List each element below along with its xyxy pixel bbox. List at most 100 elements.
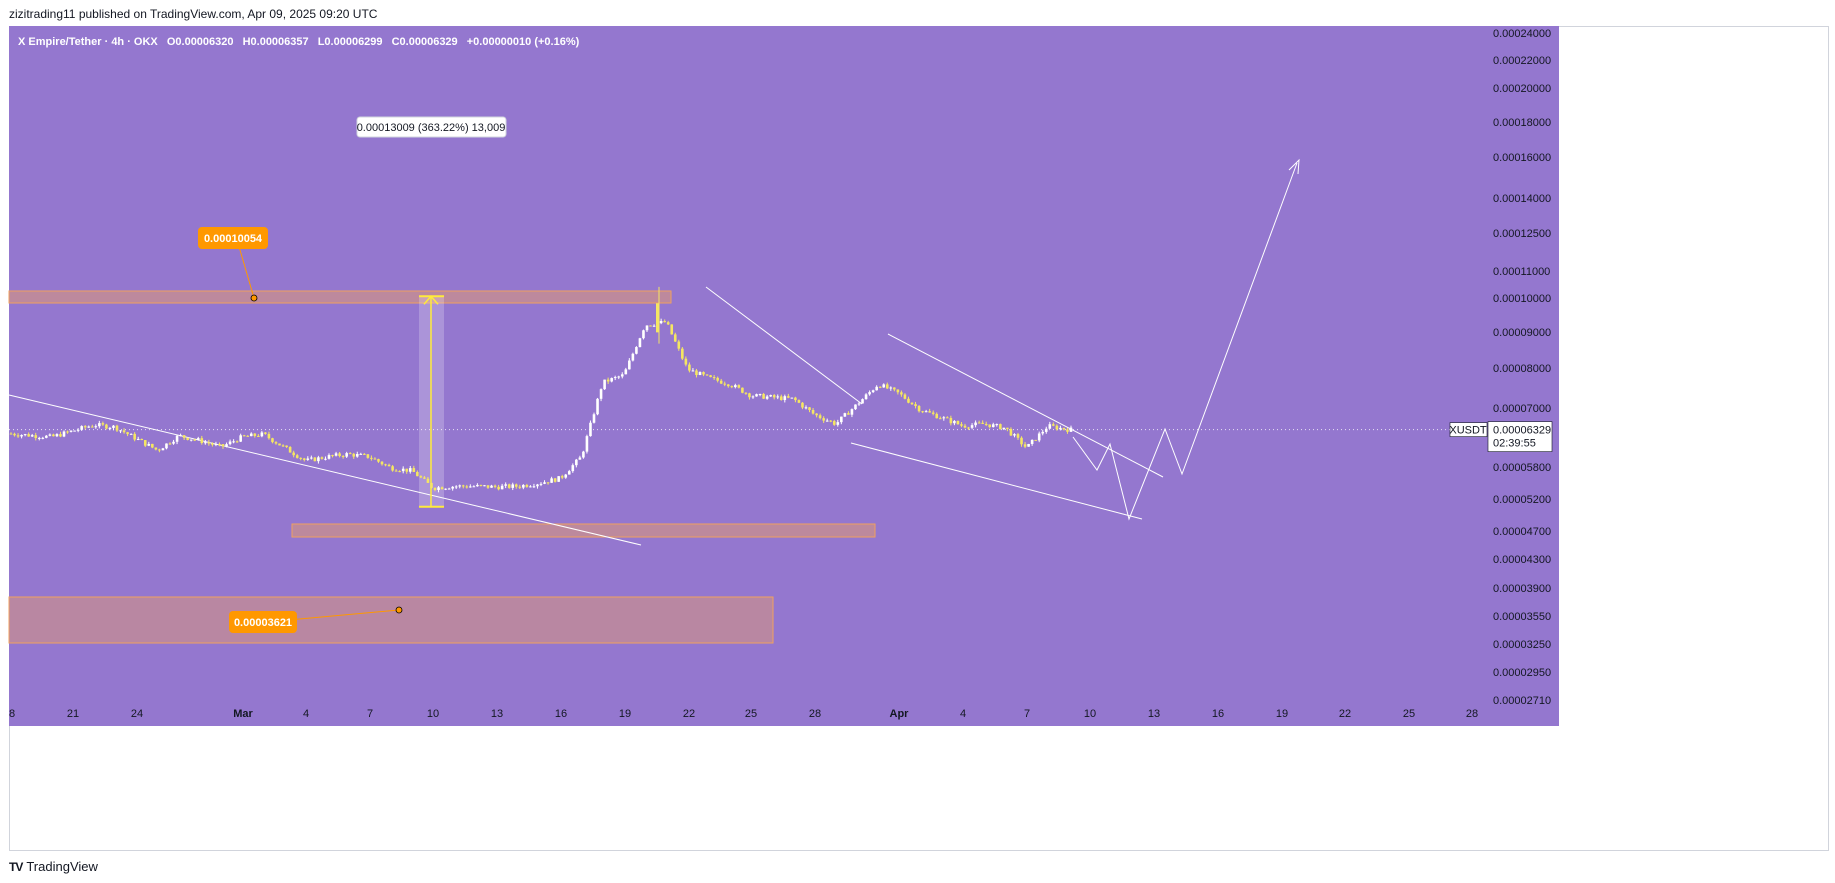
price-tick-label: 0.00024000 — [1493, 28, 1551, 40]
candle-body — [338, 453, 341, 457]
candle-body — [384, 464, 387, 466]
candle-body — [518, 486, 522, 488]
candle-body — [663, 321, 666, 323]
wedge-upper-line — [887, 333, 1164, 478]
candle-body — [730, 386, 734, 388]
candle-body — [41, 437, 45, 439]
candle-body — [613, 377, 617, 379]
candle-body — [444, 488, 447, 490]
price-chart[interactable]: 0.00013009 (363.22%) 13,009 0.000100540.… — [0, 0, 1835, 851]
candle-body — [769, 395, 772, 397]
candle-body — [649, 325, 652, 327]
candle-body — [1062, 427, 1066, 430]
candle-body — [981, 422, 984, 424]
candle-body — [829, 420, 833, 422]
candle-body — [592, 414, 596, 423]
candle-body — [168, 443, 172, 445]
time-tick-label: 22 — [683, 708, 695, 720]
price-tick-label: 0.00002950 — [1493, 667, 1551, 679]
candle-body — [878, 386, 882, 388]
candle-body — [221, 444, 225, 447]
candle-body — [776, 396, 780, 398]
candle-body — [1048, 424, 1052, 429]
candle-body — [956, 421, 960, 425]
tradingview-logo[interactable]: TV TradingView — [9, 859, 98, 874]
candle-body — [917, 406, 921, 412]
candle-body — [716, 377, 719, 381]
candle-body — [532, 486, 536, 488]
price-tick-label: 0.00005200 — [1493, 494, 1551, 506]
candle-body — [938, 418, 942, 420]
candle-body — [514, 484, 518, 487]
candle-body — [161, 448, 165, 451]
candle-body — [624, 369, 628, 375]
measure-arrow-head — [423, 295, 439, 305]
candle-body — [712, 377, 716, 379]
candle-body — [811, 410, 815, 414]
symbol-name[interactable]: X Empire/Tether · 4h · OKX — [18, 36, 158, 48]
bottom-bar — [0, 851, 1835, 883]
candle-body — [507, 484, 511, 488]
candle-body — [953, 421, 956, 424]
candle-body — [1006, 427, 1009, 429]
candle-body — [20, 435, 23, 437]
time-axis[interactable]: 8 21 24 Mar 4 7 10 13 16 19 22 25 28 Apr 4 7 10 13 16 19 22 2… — [9, 708, 1478, 720]
candle-body — [112, 425, 115, 428]
candle-body — [772, 395, 776, 398]
candle-body — [861, 399, 864, 404]
candle-body — [324, 458, 327, 460]
candle-body — [638, 338, 642, 348]
candle-body — [832, 421, 836, 425]
candle-body — [702, 372, 705, 375]
high-value: H0.00006357 — [242, 36, 309, 48]
candle-body — [151, 443, 154, 448]
candle-body — [387, 464, 391, 467]
candle-body — [783, 396, 787, 401]
candle-body — [260, 432, 264, 437]
support-callout-label: 0.00003621 — [234, 617, 292, 629]
time-tick-label: 7 — [367, 708, 373, 720]
candle-body — [302, 458, 306, 460]
candle-body — [804, 407, 808, 409]
time-tick-label: 19 — [619, 708, 631, 720]
candle-body — [850, 409, 854, 415]
candle-body — [758, 393, 762, 395]
measure-label-box — [356, 116, 507, 138]
candle-body — [924, 411, 928, 413]
candle-body — [808, 407, 811, 411]
candle-body — [327, 455, 331, 459]
price-axis[interactable]: 0.00024000 0.00022000 0.00020000 0.00018000… — [1493, 28, 1551, 707]
plot-background — [9, 26, 1479, 697]
projection-arrow-head — [1288, 158, 1300, 175]
candle-body — [401, 468, 405, 472]
tradingview-brand: TradingView — [26, 859, 98, 874]
candle-body — [575, 459, 578, 466]
candle-body — [37, 437, 41, 439]
candle-body — [642, 330, 645, 339]
candle-body — [726, 384, 730, 387]
candle-body — [652, 325, 656, 327]
tradingview-logo-icon: TV — [9, 859, 23, 874]
price-tick-label: 0.00010000 — [1493, 293, 1551, 305]
candle-body — [967, 427, 970, 429]
time-tick-label: 28 — [809, 708, 821, 720]
candle-body — [977, 422, 981, 424]
candle-body — [893, 387, 896, 390]
candle-body — [373, 458, 377, 460]
candle-body — [578, 457, 582, 460]
candle-body — [741, 387, 744, 393]
candle-body — [214, 444, 218, 446]
resistance-callout-box — [198, 227, 268, 249]
candle-body — [341, 456, 345, 458]
candle-body — [1055, 425, 1059, 430]
projection-layer — [1072, 158, 1300, 521]
candle-body — [582, 451, 585, 458]
candle-body — [914, 404, 917, 407]
candle-body — [550, 478, 553, 483]
time-tick-label: Apr — [890, 708, 910, 720]
time-tick-label: 7 — [1024, 708, 1030, 720]
candle-body — [553, 478, 557, 482]
candle-body — [239, 435, 242, 442]
price-tick-label: 0.00014000 — [1493, 193, 1551, 205]
candle-body — [122, 430, 126, 433]
